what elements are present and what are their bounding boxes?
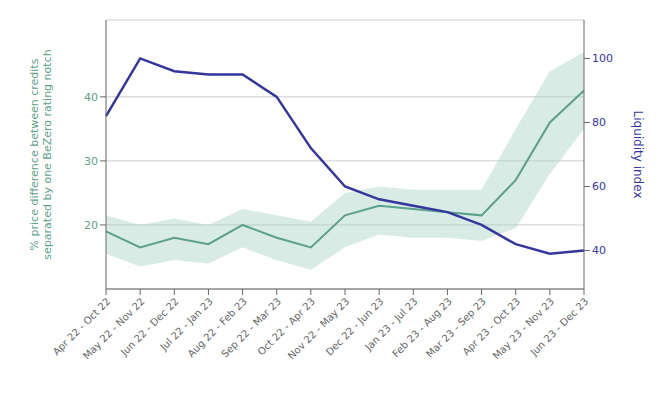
svg-text:Dec 22 - Jun 23: Dec 22 - Jun 23 [324, 296, 386, 358]
svg-text:Sep 22 - Mar 23: Sep 22 - Mar 23 [219, 296, 283, 360]
svg-text:80: 80 [592, 116, 606, 129]
svg-text:20: 20 [84, 219, 98, 232]
svg-text:May 23 - Nov 23: May 23 - Nov 23 [491, 296, 557, 362]
svg-text:30: 30 [84, 155, 98, 168]
svg-text:Aug 22 - Feb 23: Aug 22 - Feb 23 [185, 296, 249, 360]
svg-text:Jun 22 - Dec 22: Jun 22 - Dec 22 [118, 296, 181, 359]
svg-text:60: 60 [592, 180, 606, 193]
svg-text:40: 40 [592, 244, 606, 257]
svg-text:Jun 23 - Dec 23: Jun 23 - Dec 23 [528, 296, 591, 359]
svg-text:40: 40 [84, 91, 98, 104]
svg-text:Jan 23 - Jul 23: Jan 23 - Jul 23 [363, 295, 420, 353]
svg-text:Apr 22 - Oct 22: Apr 22 - Oct 22 [51, 296, 113, 358]
svg-text:Oct 22 - Apr 23: Oct 22 - Apr 23 [256, 296, 318, 358]
svg-text:Apr 23 - Oct 23: Apr 23 - Oct 23 [460, 296, 522, 358]
svg-text:Liquidity index: Liquidity index [631, 111, 645, 199]
svg-text:Mar 23 - Sep 23: Mar 23 - Sep 23 [424, 296, 488, 360]
svg-text:100: 100 [592, 52, 613, 65]
svg-text:Feb 23 - Aug 23: Feb 23 - Aug 23 [390, 296, 454, 360]
svg-text:Jul 22 - Jan 23: Jul 22 - Jan 23 [158, 295, 215, 353]
svg-text:% price difference between cre: % price difference between creditssepara… [28, 49, 54, 259]
svg-text:Nov 22 - May 23: Nov 22 - May 23 [286, 296, 352, 362]
svg-text:May 22 - Nov 22: May 22 - Nov 22 [81, 296, 147, 362]
